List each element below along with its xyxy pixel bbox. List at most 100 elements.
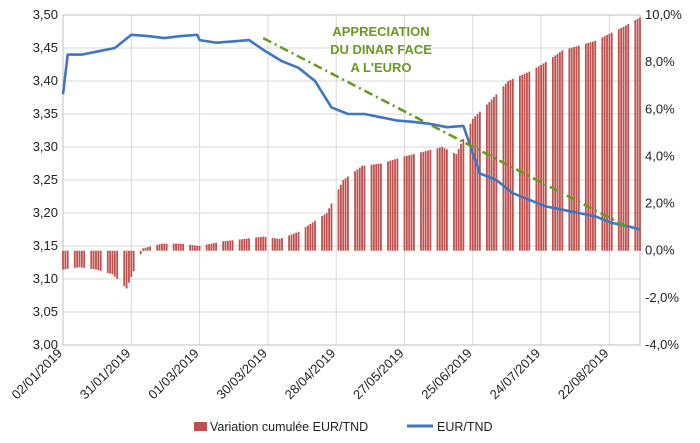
bar [429, 149, 432, 251]
left-tick-label: 3,30 [33, 139, 58, 154]
bar [490, 99, 493, 251]
bar [356, 169, 359, 251]
bar [495, 94, 498, 251]
bar [83, 250, 86, 268]
bar [603, 36, 606, 251]
bar [78, 250, 81, 268]
x-axis: 02/01/2019 31/01/2019 01/03/2019 30/03/2019… [8, 346, 611, 403]
bar [610, 32, 613, 251]
bar [314, 220, 316, 251]
x-tick-label: 25/06/2019 [418, 346, 475, 403]
bar [92, 250, 95, 270]
bar [358, 167, 361, 251]
bar [405, 155, 408, 251]
bar [76, 250, 79, 268]
x-tick-label: 28/04/2019 [282, 346, 339, 403]
legend-line-label: EUR/TND [437, 420, 493, 434]
bar [288, 235, 290, 251]
right-tick-label: 10,0% [645, 7, 682, 22]
eur-tnd-line [61, 33, 641, 231]
bar [561, 50, 564, 251]
left-tick-label: 3,35 [33, 106, 58, 121]
bar [106, 250, 109, 273]
bar-series [62, 17, 641, 289]
right-tick-label: 6,0% [645, 101, 675, 116]
bar [172, 243, 175, 251]
bar [518, 75, 521, 251]
bar [323, 214, 326, 251]
bar [502, 86, 505, 251]
bar [608, 33, 611, 251]
bar [471, 118, 474, 251]
bar [441, 147, 444, 251]
bar [445, 149, 448, 251]
x-tick-label: 30/03/2019 [213, 346, 270, 403]
bar [142, 248, 144, 251]
x-tick-label: 31/01/2019 [77, 346, 134, 403]
bar [413, 154, 415, 251]
bar [238, 239, 241, 251]
bar [422, 151, 425, 251]
bar [191, 245, 194, 251]
bar [212, 243, 215, 251]
bar [278, 238, 281, 251]
bar [198, 246, 201, 251]
bar [321, 216, 323, 251]
bar [325, 213, 328, 251]
bar [476, 114, 479, 251]
bar [460, 143, 462, 251]
bar [584, 43, 587, 251]
bar [222, 241, 225, 251]
bar [128, 250, 130, 283]
bar [606, 35, 608, 251]
bar [179, 243, 182, 251]
bar [297, 231, 300, 251]
bar [504, 83, 507, 251]
bar [255, 237, 258, 251]
bar [90, 250, 93, 269]
legend-bar-swatch [194, 422, 207, 431]
bar [639, 17, 641, 251]
bar [109, 250, 112, 274]
bar [634, 20, 637, 251]
bar [453, 152, 455, 251]
left-tick-label: 3,25 [33, 172, 58, 187]
bar [290, 234, 293, 251]
legend-bar-label: Variation cumulée EUR/TND [210, 420, 368, 434]
bar [340, 184, 342, 251]
annotation: APPRECIATION DU DINAR FACE A L'EURO [330, 24, 432, 75]
bar [387, 161, 389, 251]
bar [149, 246, 152, 251]
x-tick-label: 27/05/2019 [350, 346, 407, 403]
bar [208, 244, 210, 251]
bar [248, 238, 250, 251]
bar [478, 111, 481, 251]
right-axis: -4,0% -2,0% 0,0% 2,0% 4,0% 6,0% 8,0% 10,0% [645, 7, 682, 352]
bar [257, 237, 260, 251]
bar [295, 232, 298, 251]
bar [342, 180, 345, 251]
bar [330, 203, 333, 251]
bar [526, 72, 528, 251]
bar [307, 225, 309, 251]
left-tick-label: 3,00 [33, 337, 58, 352]
left-tick-label: 3,05 [33, 304, 58, 319]
bar [311, 222, 314, 251]
bar [389, 160, 392, 251]
bar [175, 243, 177, 251]
bar [396, 158, 399, 251]
bar [528, 71, 531, 251]
left-tick-label: 3,15 [33, 238, 58, 253]
bar [347, 176, 349, 251]
bar [158, 244, 161, 251]
bar [132, 250, 135, 272]
annotation-line-3: A L'EURO [350, 60, 411, 75]
bar [73, 250, 76, 268]
bar [474, 116, 477, 251]
annotation-line-1: APPRECIATION [332, 24, 429, 39]
bar [591, 41, 594, 251]
bar [226, 240, 229, 251]
right-tick-label: -2,0% [645, 290, 679, 305]
bar [177, 243, 180, 251]
